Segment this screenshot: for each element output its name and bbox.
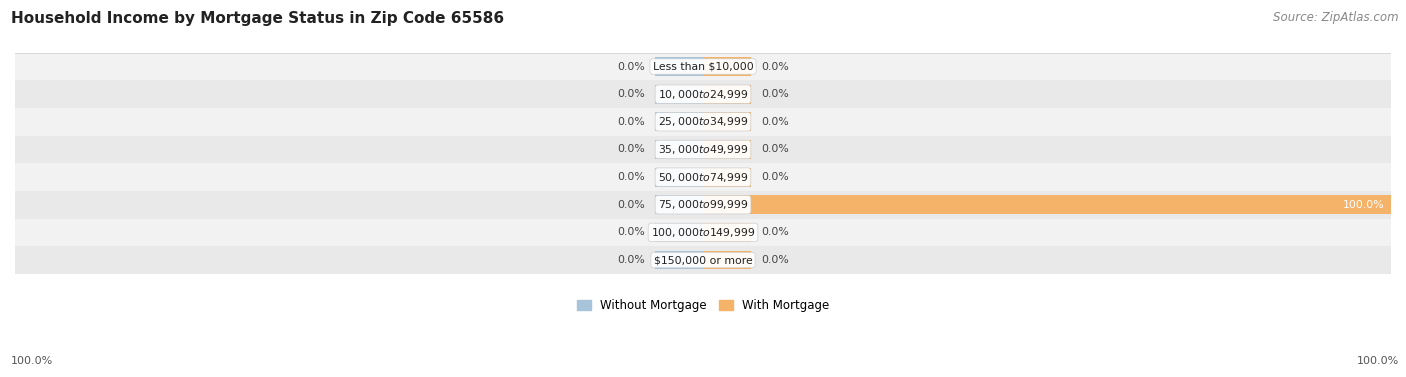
Text: 0.0%: 0.0% — [762, 117, 789, 127]
Text: 0.0%: 0.0% — [762, 227, 789, 238]
Text: 0.0%: 0.0% — [617, 255, 644, 265]
Bar — [15, 108, 1391, 136]
Text: 100.0%: 100.0% — [1357, 356, 1399, 366]
Text: $100,000 to $149,999: $100,000 to $149,999 — [651, 226, 755, 239]
Text: 0.0%: 0.0% — [762, 144, 789, 155]
Bar — [15, 191, 1391, 219]
Text: $50,000 to $74,999: $50,000 to $74,999 — [658, 171, 748, 184]
Bar — [655, 140, 703, 159]
Text: $35,000 to $49,999: $35,000 to $49,999 — [658, 143, 748, 156]
Text: 0.0%: 0.0% — [617, 117, 644, 127]
Text: 0.0%: 0.0% — [617, 200, 644, 210]
Bar — [655, 168, 703, 187]
Text: 100.0%: 100.0% — [1343, 200, 1384, 210]
Text: 0.0%: 0.0% — [762, 61, 789, 72]
Text: 0.0%: 0.0% — [617, 89, 644, 99]
Text: 0.0%: 0.0% — [762, 89, 789, 99]
Text: 0.0%: 0.0% — [762, 255, 789, 265]
Bar — [655, 195, 703, 214]
Text: Less than $10,000: Less than $10,000 — [652, 61, 754, 72]
Bar — [655, 85, 703, 104]
Bar — [703, 168, 751, 187]
Text: 0.0%: 0.0% — [617, 61, 644, 72]
Text: $25,000 to $34,999: $25,000 to $34,999 — [658, 115, 748, 128]
Text: 0.0%: 0.0% — [617, 144, 644, 155]
Text: $75,000 to $99,999: $75,000 to $99,999 — [658, 198, 748, 211]
Bar — [655, 112, 703, 131]
Bar — [655, 57, 703, 76]
Bar — [703, 112, 751, 131]
Bar — [703, 223, 751, 242]
Bar — [655, 251, 703, 270]
Bar — [15, 246, 1391, 274]
Text: $150,000 or more: $150,000 or more — [654, 255, 752, 265]
Bar — [15, 53, 1391, 80]
Bar — [703, 85, 751, 104]
Text: $10,000 to $24,999: $10,000 to $24,999 — [658, 88, 748, 101]
Text: 0.0%: 0.0% — [762, 172, 789, 182]
Bar — [703, 195, 1391, 214]
Bar — [703, 57, 751, 76]
Text: Source: ZipAtlas.com: Source: ZipAtlas.com — [1274, 11, 1399, 24]
Bar — [703, 140, 751, 159]
Text: 0.0%: 0.0% — [617, 227, 644, 238]
Text: Household Income by Mortgage Status in Zip Code 65586: Household Income by Mortgage Status in Z… — [11, 11, 505, 26]
Text: 100.0%: 100.0% — [11, 356, 53, 366]
Bar — [15, 219, 1391, 246]
Bar — [703, 251, 751, 270]
Bar — [15, 136, 1391, 163]
Legend: Without Mortgage, With Mortgage: Without Mortgage, With Mortgage — [572, 294, 834, 317]
Bar — [15, 80, 1391, 108]
Text: 0.0%: 0.0% — [617, 172, 644, 182]
Bar — [655, 223, 703, 242]
Bar — [15, 163, 1391, 191]
